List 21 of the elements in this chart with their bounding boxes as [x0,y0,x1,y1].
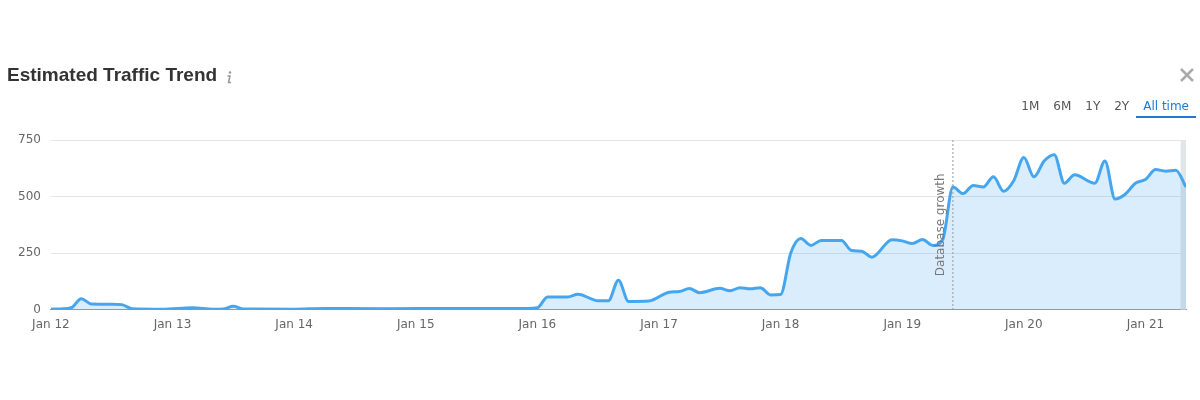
x-tick-label: Jan 19 [882,316,922,331]
x-tick-label: Jan 15 [395,316,435,331]
text: 1Y [1084,98,1102,115]
text: 6M [1052,98,1073,115]
x-tick-label: Jan 13 [152,316,192,331]
y-tick-label: 750 [18,132,41,147]
x-tick-label: Jan 20 [1004,316,1043,331]
text: 1M [1020,98,1041,115]
y-tick-label: 250 [18,245,41,260]
y-tick-label: 500 [18,188,41,203]
x-tick-label: Jan 18 [760,316,800,331]
x-tick-label: Jan 14 [274,316,313,331]
text: 2Y [1113,98,1131,115]
text: All time [1136,96,1196,118]
x-tick-label: Jan 21 [1125,316,1165,331]
x-tick-label: Jan 17 [639,316,678,331]
chart-title: Estimated Traffic Trend [7,64,218,86]
x-tick-label: Jan 16 [517,316,557,331]
x-tick-label: Jan 12 [31,316,70,331]
ref-line-label: Database growth [933,173,948,277]
y-tick-label: 0 [33,301,41,316]
